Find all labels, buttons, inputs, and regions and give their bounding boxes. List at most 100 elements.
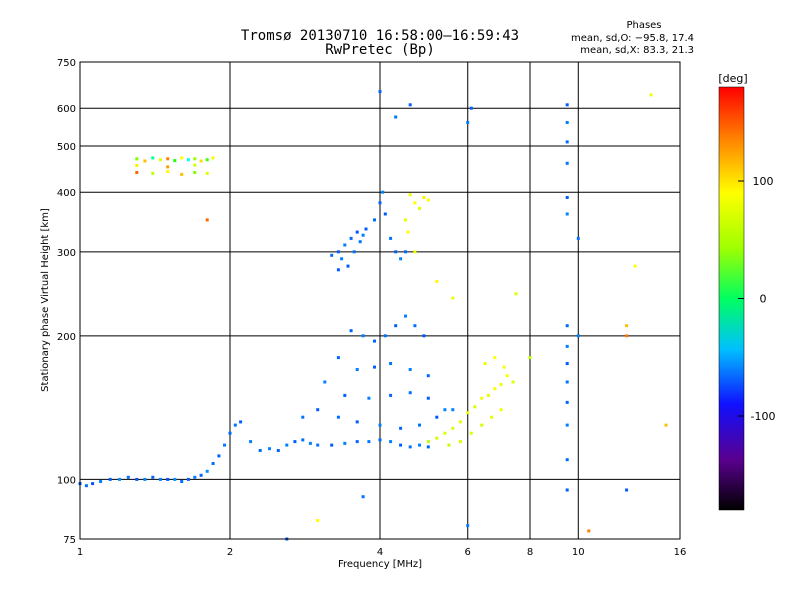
y-tick-label: 75 [63, 535, 76, 546]
data-point [473, 405, 477, 409]
data-point [239, 420, 243, 424]
data-point [480, 396, 484, 400]
data-point [404, 250, 407, 254]
data-point [217, 454, 221, 458]
data-point [649, 93, 653, 97]
data-point [205, 171, 209, 175]
data-point [249, 440, 253, 444]
data-point [458, 440, 462, 444]
data-point [166, 165, 170, 169]
data-point [422, 334, 426, 338]
data-point [166, 477, 170, 481]
data-point [394, 115, 398, 119]
data-point [349, 329, 353, 333]
stats-line-x: mean, sd,X: 83.3, 21.3 [580, 45, 694, 56]
data-point [576, 236, 580, 240]
data-point [301, 415, 305, 419]
colorbar-label: [deg] [718, 72, 747, 85]
data-point [447, 443, 451, 447]
data-point [493, 356, 497, 360]
y-tick-label: 300 [57, 248, 76, 259]
data-point [143, 159, 147, 163]
y-tick-label: 400 [57, 188, 76, 199]
data-point [258, 449, 262, 452]
y-tick-label: 600 [57, 104, 76, 115]
data-point [466, 524, 470, 528]
data-point [389, 440, 393, 444]
data-point [355, 420, 359, 424]
data-point [166, 170, 170, 173]
data-point [143, 477, 147, 481]
data-point [435, 415, 439, 419]
data-point [466, 121, 470, 124]
x-tick-label: 8 [527, 547, 533, 558]
data-point [565, 140, 569, 144]
data-point [223, 443, 226, 447]
y-tick-label: 750 [57, 58, 76, 69]
data-point [426, 374, 430, 378]
data-point [404, 218, 407, 222]
data-point [389, 393, 393, 397]
data-point [426, 445, 430, 449]
data-point [502, 365, 506, 369]
data-point [383, 212, 387, 216]
data-point [118, 477, 121, 481]
data-point [276, 449, 280, 452]
data-point [99, 480, 103, 483]
data-point [443, 431, 447, 435]
data-point [443, 408, 447, 412]
data-point [499, 383, 503, 387]
data-point [349, 236, 353, 240]
data-point [483, 362, 487, 365]
data-point [293, 440, 297, 444]
data-point [135, 477, 139, 481]
y-axis-label: Stationary phase Virtual Height [km] [40, 208, 51, 392]
data-point [394, 250, 398, 254]
colorbar-tick-label: -100 [751, 410, 776, 423]
data-point [91, 482, 95, 486]
data-point [625, 324, 629, 328]
data-point [135, 171, 139, 174]
data-point [205, 158, 209, 162]
data-point [211, 156, 215, 160]
data-point [565, 380, 569, 384]
data-point [361, 334, 365, 338]
data-point [373, 218, 376, 222]
colorbar-tick-label: 100 [753, 175, 774, 188]
data-point [193, 171, 197, 174]
data-point [404, 314, 407, 318]
data-point [193, 157, 197, 161]
data-point [166, 157, 170, 161]
data-point [211, 462, 215, 465]
data-point [180, 172, 184, 176]
data-point [514, 292, 518, 296]
data-point [399, 443, 403, 447]
data-point [364, 227, 368, 231]
data-point [340, 257, 344, 261]
data-point [458, 420, 462, 424]
data-point [565, 362, 569, 365]
data-point [408, 368, 412, 371]
chart-subtitle: RwPretec (Bp) [325, 42, 435, 58]
data-point [205, 218, 209, 222]
data-point [336, 415, 340, 419]
data-point [426, 198, 430, 202]
stats-header: Phases [626, 20, 661, 31]
data-point [205, 469, 209, 473]
data-point [418, 443, 421, 447]
data-point [565, 121, 569, 124]
data-point [158, 158, 162, 162]
data-point [316, 408, 320, 412]
data-point [108, 477, 112, 481]
data-point [499, 408, 503, 412]
data-point [413, 324, 417, 328]
x-tick-label: 10 [572, 547, 585, 558]
data-point [511, 380, 515, 384]
data-point [343, 243, 347, 247]
data-point [285, 443, 289, 447]
x-tick-label: 6 [465, 547, 471, 558]
data-point [151, 156, 155, 160]
data-point [394, 324, 398, 328]
data-point [408, 445, 412, 449]
data-point [422, 196, 426, 199]
